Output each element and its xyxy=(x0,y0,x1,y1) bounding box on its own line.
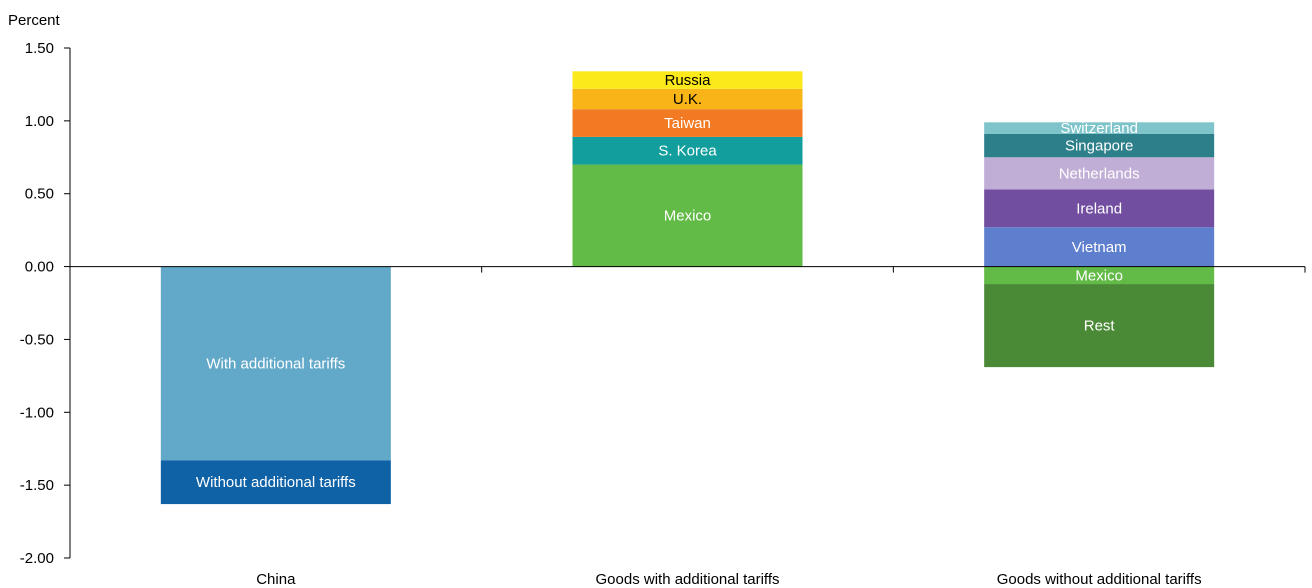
y-tick-label: -0.50 xyxy=(20,331,54,348)
bars-layer: With additional tariffs Without additiona… xyxy=(160,71,1215,505)
bar-segment-china-without-additional-tariffs xyxy=(160,460,391,505)
segment-label-mexico: Mexico xyxy=(664,208,712,225)
y-tick-label: -1.50 xyxy=(20,477,54,494)
bar-segment-goods-with-additional-tariffs-mexico xyxy=(572,164,803,267)
bar-segment-goods-without-additional-tariffs-vietnam xyxy=(984,227,1215,267)
x-category-label-china: China xyxy=(256,571,296,588)
segment-label-vietnam: Vietnam xyxy=(1072,239,1127,256)
axes-layer: 1.50 1.00 0.50 0.00 -0.50 -1.00 -1.50 -2.00 Chin… xyxy=(20,40,1306,588)
segment-label-rest: Rest xyxy=(1084,318,1116,335)
segment-label-u-k: U.K. xyxy=(673,91,702,108)
y-tick-label: 0.50 xyxy=(25,186,54,203)
y-tick-label: -1.00 xyxy=(20,404,54,421)
y-tick-label: 1.50 xyxy=(25,40,54,57)
bar-segment-goods-with-additional-tariffs-russia xyxy=(572,71,803,89)
y-tick-label: 1.00 xyxy=(25,113,54,130)
bar-segment-china-with-additional-tariffs xyxy=(160,266,391,461)
bar-segment-goods-with-additional-tariffs-s-korea xyxy=(572,136,803,165)
bar-segment-goods-without-additional-tariffs-singapore xyxy=(984,133,1215,158)
bar-segment-goods-with-additional-tariffs-taiwan xyxy=(572,109,803,137)
segment-label-taiwan: Taiwan xyxy=(664,115,711,132)
segment-label-netherlands: Netherlands xyxy=(1059,165,1140,182)
segment-label-mexico: Mexico xyxy=(1075,267,1123,284)
segment-label-singapore: Singapore xyxy=(1065,138,1133,155)
bar-segment-goods-without-additional-tariffs-rest xyxy=(984,284,1215,368)
segment-label-russia: Russia xyxy=(665,72,712,89)
bar-segment-goods-without-additional-tariffs-switzerland xyxy=(984,122,1215,134)
segment-label-s-korea: S. Korea xyxy=(658,143,717,160)
y-axis-label: Percent xyxy=(8,12,61,29)
y-tick-label: -2.00 xyxy=(20,550,54,567)
segment-label-without-additional-tariffs: Without additional tariffs xyxy=(196,474,356,491)
x-category-label-goods-without-additional-tariffs: Goods without additional tariffs xyxy=(997,571,1202,588)
y-tick-label: 0.00 xyxy=(25,259,54,276)
bar-segment-goods-with-additional-tariffs-u-k xyxy=(572,88,803,110)
bar-segment-goods-without-additional-tariffs-mexico xyxy=(984,266,1215,285)
bar-segment-goods-without-additional-tariffs-ireland xyxy=(984,189,1215,228)
segment-label-with-additional-tariffs: With additional tariffs xyxy=(206,355,345,372)
bar-segment-goods-without-additional-tariffs-netherlands xyxy=(984,157,1215,190)
segment-label-ireland: Ireland xyxy=(1076,200,1122,217)
segment-label-switzerland: Switzerland xyxy=(1060,120,1138,137)
x-category-label-goods-with-additional-tariffs: Goods with additional tariffs xyxy=(596,571,780,588)
